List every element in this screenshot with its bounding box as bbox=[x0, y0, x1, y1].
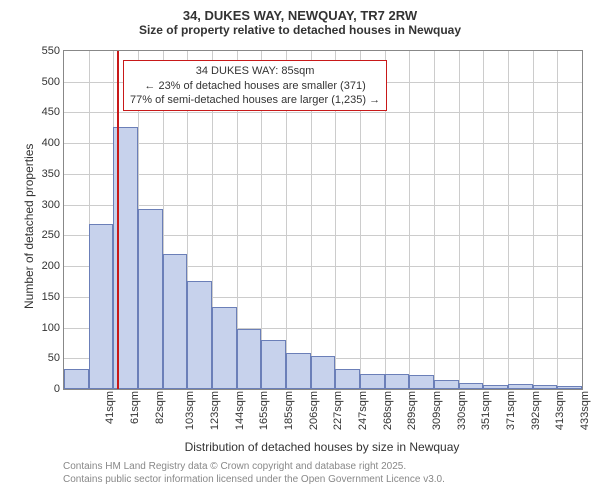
xtick-label: 247sqm bbox=[355, 391, 369, 430]
ytick-label: 450 bbox=[42, 106, 64, 118]
xtick-label: 371sqm bbox=[503, 391, 517, 430]
histogram-bar bbox=[212, 307, 237, 389]
xtick-label: 289sqm bbox=[404, 391, 418, 430]
histogram-bar bbox=[409, 375, 434, 389]
ytick-label: 550 bbox=[42, 45, 64, 57]
xtick-label: 206sqm bbox=[306, 391, 320, 430]
gridline-h bbox=[64, 112, 582, 113]
histogram-bar bbox=[163, 254, 188, 389]
xtick-label: 144sqm bbox=[232, 391, 246, 430]
histogram-bar bbox=[311, 356, 336, 389]
histogram-bar bbox=[261, 340, 286, 389]
xtick-label: 351sqm bbox=[478, 391, 492, 430]
ytick-label: 0 bbox=[54, 383, 64, 395]
xtick-label: 433sqm bbox=[577, 391, 591, 430]
plot-area: 05010015020025030035040045050055041sqm61… bbox=[63, 50, 583, 390]
gridline-v bbox=[434, 51, 435, 389]
x-axis-label: Distribution of detached houses by size … bbox=[63, 440, 581, 454]
chart-container: 34, DUKES WAY, NEWQUAY, TR7 2RW Size of … bbox=[8, 8, 592, 492]
xtick-label: 103sqm bbox=[182, 391, 196, 430]
annotation-line: 77% of semi-detached houses are larger (… bbox=[130, 93, 380, 107]
ytick-label: 50 bbox=[48, 352, 64, 364]
histogram-bar bbox=[434, 380, 459, 389]
gridline-v bbox=[459, 51, 460, 389]
xtick-label: 41sqm bbox=[102, 391, 116, 424]
histogram-bar bbox=[459, 383, 484, 389]
histogram-bar bbox=[286, 353, 311, 389]
histogram-bar bbox=[187, 281, 212, 389]
gridline-h bbox=[64, 174, 582, 175]
xtick-label: 268sqm bbox=[380, 391, 394, 430]
xtick-label: 123sqm bbox=[207, 391, 221, 430]
ytick-label: 250 bbox=[42, 229, 64, 241]
gridline-v bbox=[557, 51, 558, 389]
histogram-bar bbox=[138, 209, 163, 389]
histogram-bar bbox=[64, 369, 89, 389]
xtick-label: 165sqm bbox=[256, 391, 270, 430]
histogram-bar bbox=[385, 374, 410, 389]
annotation-line: ← 23% of detached houses are smaller (37… bbox=[130, 79, 380, 93]
gridline-v bbox=[409, 51, 410, 389]
y-axis-label: Number of detached properties bbox=[22, 144, 36, 309]
footer-line1: Contains HM Land Registry data © Crown c… bbox=[63, 460, 445, 473]
gridline-v bbox=[533, 51, 534, 389]
xtick-label: 61sqm bbox=[127, 391, 141, 424]
gridline-h bbox=[64, 143, 582, 144]
ytick-label: 150 bbox=[42, 291, 64, 303]
property-marker-line bbox=[117, 51, 119, 389]
histogram-bar bbox=[483, 385, 508, 389]
histogram-bar bbox=[89, 224, 114, 389]
histogram-bar bbox=[335, 369, 360, 389]
xtick-label: 227sqm bbox=[330, 391, 344, 430]
ytick-label: 350 bbox=[42, 168, 64, 180]
chart-title-main: 34, DUKES WAY, NEWQUAY, TR7 2RW bbox=[8, 8, 592, 23]
annotation-line: 34 DUKES WAY: 85sqm bbox=[130, 64, 380, 78]
ytick-label: 100 bbox=[42, 322, 64, 334]
ytick-label: 400 bbox=[42, 137, 64, 149]
xtick-label: 330sqm bbox=[454, 391, 468, 430]
xtick-label: 309sqm bbox=[429, 391, 443, 430]
xtick-label: 392sqm bbox=[528, 391, 542, 430]
xtick-label: 185sqm bbox=[281, 391, 295, 430]
footer-line2: Contains public sector information licen… bbox=[63, 473, 445, 486]
gridline-h bbox=[64, 205, 582, 206]
ytick-label: 300 bbox=[42, 199, 64, 211]
ytick-label: 500 bbox=[42, 76, 64, 88]
histogram-bar bbox=[508, 384, 533, 389]
histogram-bar bbox=[533, 385, 558, 389]
chart-title-sub: Size of property relative to detached ho… bbox=[8, 23, 592, 37]
xtick-label: 413sqm bbox=[552, 391, 566, 430]
footer-attribution: Contains HM Land Registry data © Crown c… bbox=[63, 460, 445, 486]
ytick-label: 200 bbox=[42, 260, 64, 272]
annotation-box: 34 DUKES WAY: 85sqm← 23% of detached hou… bbox=[123, 60, 387, 111]
histogram-bar bbox=[237, 329, 262, 389]
xtick-label: 82sqm bbox=[152, 391, 166, 424]
gridline-v bbox=[483, 51, 484, 389]
gridline-v bbox=[508, 51, 509, 389]
histogram-bar bbox=[360, 374, 385, 389]
histogram-bar bbox=[557, 386, 582, 389]
